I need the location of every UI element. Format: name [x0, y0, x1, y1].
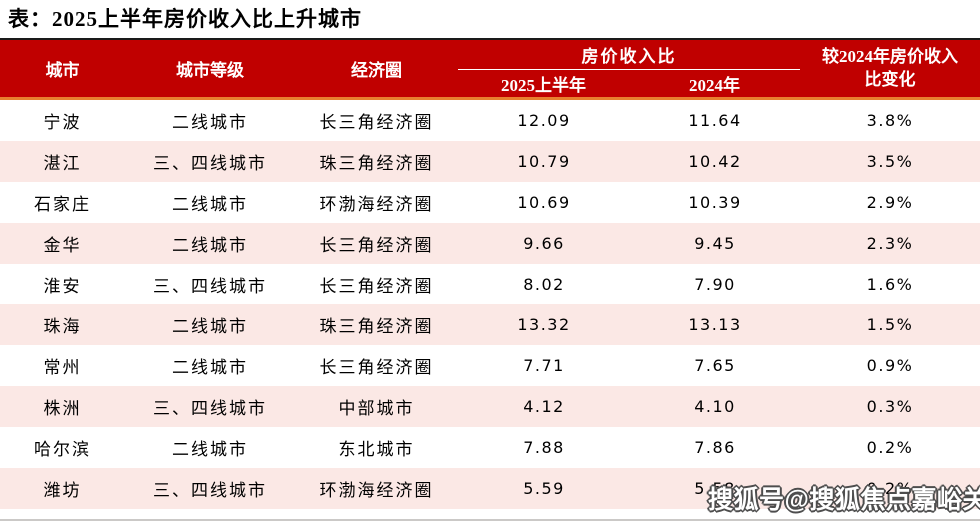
cell-2025h1: 10.79: [517, 151, 571, 171]
col-header-change: 较2024年房价收入 比变化: [800, 40, 980, 97]
table-row: 潍坊 三、四线城市 环渤海经济圈 5.59 5.58 0.2%: [0, 468, 980, 509]
col-header-2025h1: 2025上半年: [501, 76, 586, 95]
cell-change: 0.9%: [866, 356, 914, 376]
cell-city: 常州: [43, 358, 82, 378]
table-bottom-border: [0, 519, 980, 521]
cell-2024: 7.65: [694, 356, 736, 376]
cell-region: 珠三角经济圈: [319, 153, 434, 173]
cell-change: 1.6%: [866, 274, 914, 294]
cell-2024: 4.10: [694, 397, 736, 417]
table-body: 宁波 二线城市 长三角经济圈 12.09 11.64 3.8% 湛江 三、四线城…: [0, 100, 980, 509]
cell-change: 3.8%: [866, 110, 914, 130]
cell-tier: 二线城市: [172, 235, 248, 255]
col-header-change-line1: 较2024年房价收入: [822, 46, 958, 66]
cell-city: 哈尔滨: [34, 440, 91, 460]
table-row: 常州 二线城市 长三角经济圈 7.71 7.65 0.9%: [0, 345, 980, 386]
cell-2024: 13.13: [688, 315, 742, 335]
cell-region: 环渤海经济圈: [319, 480, 434, 500]
cell-tier: 三、四线城市: [153, 480, 267, 500]
cell-2025h1: 5.59: [523, 478, 565, 498]
cell-city: 珠海: [43, 317, 82, 337]
cell-change: 2.9%: [866, 192, 914, 212]
cell-change: 0.2%: [866, 478, 914, 498]
cell-region: 长三角经济圈: [319, 358, 434, 378]
cell-2025h1: 12.09: [517, 110, 571, 130]
table-row: 石家庄 二线城市 环渤海经济圈 10.69 10.39 2.9%: [0, 182, 980, 223]
cell-region: 长三角经济圈: [319, 276, 434, 296]
table-row: 湛江 三、四线城市 珠三角经济圈 10.79 10.42 3.5%: [0, 140, 980, 182]
cell-2025h1: 4.12: [523, 397, 565, 417]
cell-change: 0.3%: [866, 397, 914, 417]
col-header-change-line2: 比变化: [864, 69, 916, 89]
cell-city: 株洲: [43, 399, 82, 419]
cell-tier: 三、四线城市: [153, 153, 267, 173]
cell-region: 长三角经济圈: [319, 112, 434, 132]
cell-city: 宁波: [43, 112, 82, 132]
cell-city: 湛江: [43, 153, 82, 173]
col-header-2024: 2024年: [689, 76, 740, 95]
watermark: 搜狐号@搜狐焦点嘉峪关站: [708, 486, 980, 514]
cell-tier: 二线城市: [172, 358, 248, 378]
cell-city: 潍坊: [43, 480, 82, 500]
cell-region: 环渤海经济圈: [319, 194, 434, 214]
cell-region: 珠三角经济圈: [319, 317, 434, 337]
cell-tier: 二线城市: [172, 112, 248, 132]
cell-change: 3.5%: [866, 151, 914, 171]
table-row: 宁波 二线城市 长三角经济圈 12.09 11.64 3.8%: [0, 100, 980, 141]
cell-tier: 二线城市: [172, 194, 248, 214]
cell-city: 金华: [43, 235, 82, 255]
col-group-ratio-label: 房价收入比: [458, 40, 800, 70]
cell-2024: 7.90: [694, 274, 736, 294]
cell-tier: 三、四线城市: [153, 276, 267, 296]
cell-region: 长三角经济圈: [319, 235, 434, 255]
col-group-ratio: 房价收入比 2025上半年 2024年: [458, 40, 800, 97]
cell-tier: 二线城市: [172, 440, 248, 460]
cell-city: 石家庄: [34, 194, 91, 214]
cell-city: 淮安: [43, 276, 82, 296]
table-row: 金华 二线城市 长三角经济圈 9.66 9.45 2.3%: [0, 222, 980, 264]
cell-2025h1: 7.71: [523, 356, 565, 376]
table-row: 株洲 三、四线城市 中部城市 4.12 4.10 0.3%: [0, 386, 980, 428]
cell-region: 中部城市: [338, 399, 415, 419]
cell-2024: 11.64: [688, 110, 742, 130]
cell-2025h1: 7.88: [523, 438, 565, 458]
cell-change: 0.2%: [866, 438, 914, 458]
cell-2024: 10.42: [688, 151, 742, 171]
table-header-row: 城市 城市等级 经济圈 房价收入比 2025上半年 2024年 较2024年房价…: [0, 40, 980, 100]
cell-region: 东北城市: [338, 440, 415, 460]
table-row: 淮安 三、四线城市 长三角经济圈 8.02 7.90 1.6%: [0, 264, 980, 305]
cell-2024: 9.45: [694, 233, 736, 253]
cell-tier: 三、四线城市: [153, 399, 267, 419]
cell-change: 2.3%: [866, 233, 914, 253]
cell-2025h1: 8.02: [523, 274, 565, 294]
cell-tier: 二线城市: [172, 317, 248, 337]
cell-change: 1.5%: [866, 315, 914, 335]
col-header-tier: 城市等级: [176, 61, 244, 80]
page-title: 表：2025上半年房价收入比上升城市: [8, 7, 362, 31]
cell-2025h1: 13.32: [517, 315, 571, 335]
cell-2024: 5.58: [694, 478, 736, 498]
housing-ratio-table: 城市 城市等级 经济圈 房价收入比 2025上半年 2024年 较2024年房价…: [0, 38, 980, 509]
cell-2024: 10.39: [688, 192, 742, 212]
col-header-region: 经济圈: [351, 61, 402, 80]
table-row: 珠海 二线城市 珠三角经济圈 13.32 13.13 1.5%: [0, 304, 980, 346]
cell-2025h1: 10.69: [517, 192, 571, 212]
col-header-city: 城市: [45, 61, 80, 80]
table-row: 哈尔滨 二线城市 东北城市 7.88 7.86 0.2%: [0, 427, 980, 468]
cell-2024: 7.86: [694, 438, 736, 458]
cell-2025h1: 9.66: [523, 233, 565, 253]
